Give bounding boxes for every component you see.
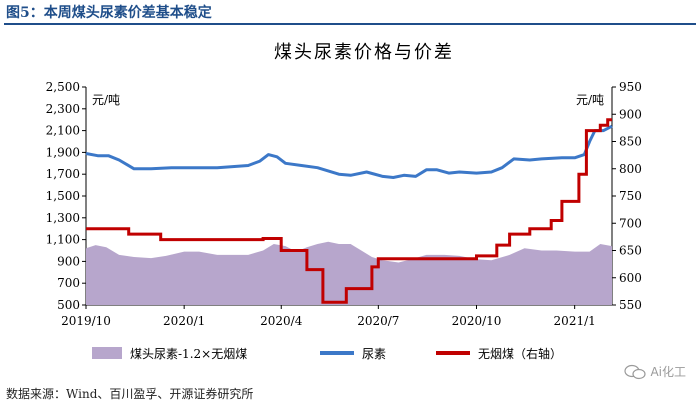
right-y-tick-label: 800 [619, 162, 642, 176]
right-unit-label: 元/吨 [576, 93, 604, 107]
left-y-tick-label: 500 [57, 298, 80, 312]
left-y-tick-label: 2,300 [46, 102, 80, 116]
x-tick-label: 2020/4 [260, 314, 303, 328]
legend-label-spread: 煤头尿素-1.2×无烟煤 [130, 347, 247, 361]
right-y-tick-label: 850 [619, 135, 642, 149]
left-y-tick-label: 1,700 [46, 167, 80, 181]
chart-title: 煤头尿素价格与价差 [274, 42, 454, 63]
left-unit-label: 元/吨 [92, 93, 120, 107]
right-y-tick-label: 600 [619, 271, 642, 285]
x-tick-label: 2020/1 [163, 314, 205, 328]
legend-label-urea: 尿素 [362, 347, 386, 361]
legend-swatch-spread [92, 347, 122, 359]
left-y-tick-label: 700 [57, 276, 80, 290]
watermark: Ai化工 [624, 363, 686, 380]
right-y-tick-label: 700 [619, 216, 642, 230]
chart-plot-area [85, 118, 613, 305]
right-y-tick-label: 650 [619, 244, 642, 258]
x-tick-label: 2020/10 [452, 314, 502, 328]
left-y-tick-label: 1,500 [46, 189, 80, 203]
data-source-note: 数据来源：Wind、百川盈孚、开源证券研究所 [6, 387, 254, 401]
x-tick-label: 2019/10 [61, 314, 111, 328]
right-y-tick-label: 550 [619, 298, 642, 312]
figure-caption: 图5：本周煤头尿素价差基本稳定 [6, 5, 212, 21]
left-y-tick-label: 1,900 [46, 145, 80, 159]
chat-bubble-icon [624, 364, 647, 379]
left-y-tick-label: 900 [57, 254, 80, 268]
spread-area-series [86, 241, 612, 305]
x-tick-label: 2021/1 [554, 314, 596, 328]
right-y-tick-label: 950 [619, 80, 642, 94]
caption-rule [4, 23, 696, 25]
left-y-tick-label: 1,300 [46, 211, 80, 225]
left-y-tick-label: 1,100 [46, 233, 80, 247]
urea-price-line [85, 124, 613, 179]
left-y-tick-label: 2,500 [46, 80, 80, 94]
right-y-tick-label: 900 [619, 107, 642, 121]
chart-axes: 500 700 900 1,100 1,300 1,500 1,700 1,900 2,100 2… [46, 80, 642, 328]
watermark-text: Ai化工 [650, 365, 686, 379]
chart-legend: 煤头尿素-1.2×无烟煤 尿素 无烟煤（右轴） [92, 346, 562, 361]
legend-label-anthracite: 无烟煤（右轴） [478, 346, 562, 361]
right-y-tick-label: 750 [619, 189, 642, 203]
anthracite-price-line [86, 118, 612, 304]
x-tick-label: 2020/7 [357, 314, 399, 328]
left-y-tick-label: 2,100 [46, 124, 80, 138]
